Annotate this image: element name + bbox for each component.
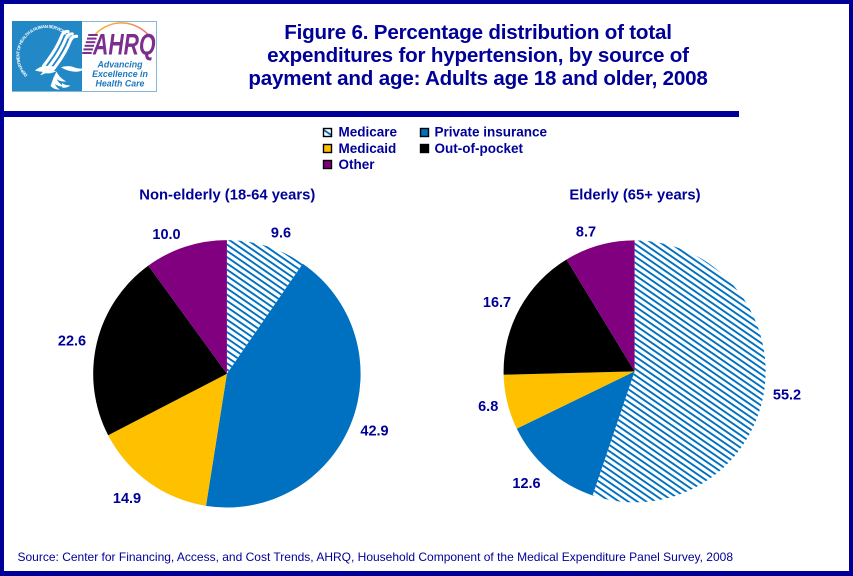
svg-text:Medicaid: Medicaid	[339, 141, 397, 156]
svg-text:Non-elderly (18-64 years): Non-elderly (18-64 years)	[139, 188, 315, 204]
svg-text:16.7: 16.7	[483, 295, 511, 311]
svg-text:AHRQ: AHRQ	[92, 29, 155, 61]
svg-text:12.6: 12.6	[512, 476, 540, 492]
svg-text:10.0: 10.0	[152, 227, 180, 243]
svg-text:Health Care: Health Care	[95, 79, 144, 89]
svg-text:9.6: 9.6	[271, 226, 291, 242]
svg-text:22.6: 22.6	[58, 334, 86, 350]
svg-text:Medicare: Medicare	[339, 125, 398, 140]
svg-text:6.8: 6.8	[478, 399, 498, 415]
svg-text:14.9: 14.9	[113, 491, 141, 507]
svg-text:Advancing: Advancing	[96, 60, 143, 70]
svg-text:55.2: 55.2	[773, 388, 801, 404]
svg-text:Private insurance: Private insurance	[435, 125, 548, 140]
svg-text:Excellence in: Excellence in	[92, 69, 148, 79]
svg-text:Out-of-pocket: Out-of-pocket	[435, 141, 524, 156]
svg-text:8.7: 8.7	[576, 225, 596, 241]
svg-text:42.9: 42.9	[360, 423, 388, 439]
svg-text:Elderly (65+ years): Elderly (65+ years)	[569, 188, 700, 204]
svg-text:Other: Other	[339, 157, 376, 172]
